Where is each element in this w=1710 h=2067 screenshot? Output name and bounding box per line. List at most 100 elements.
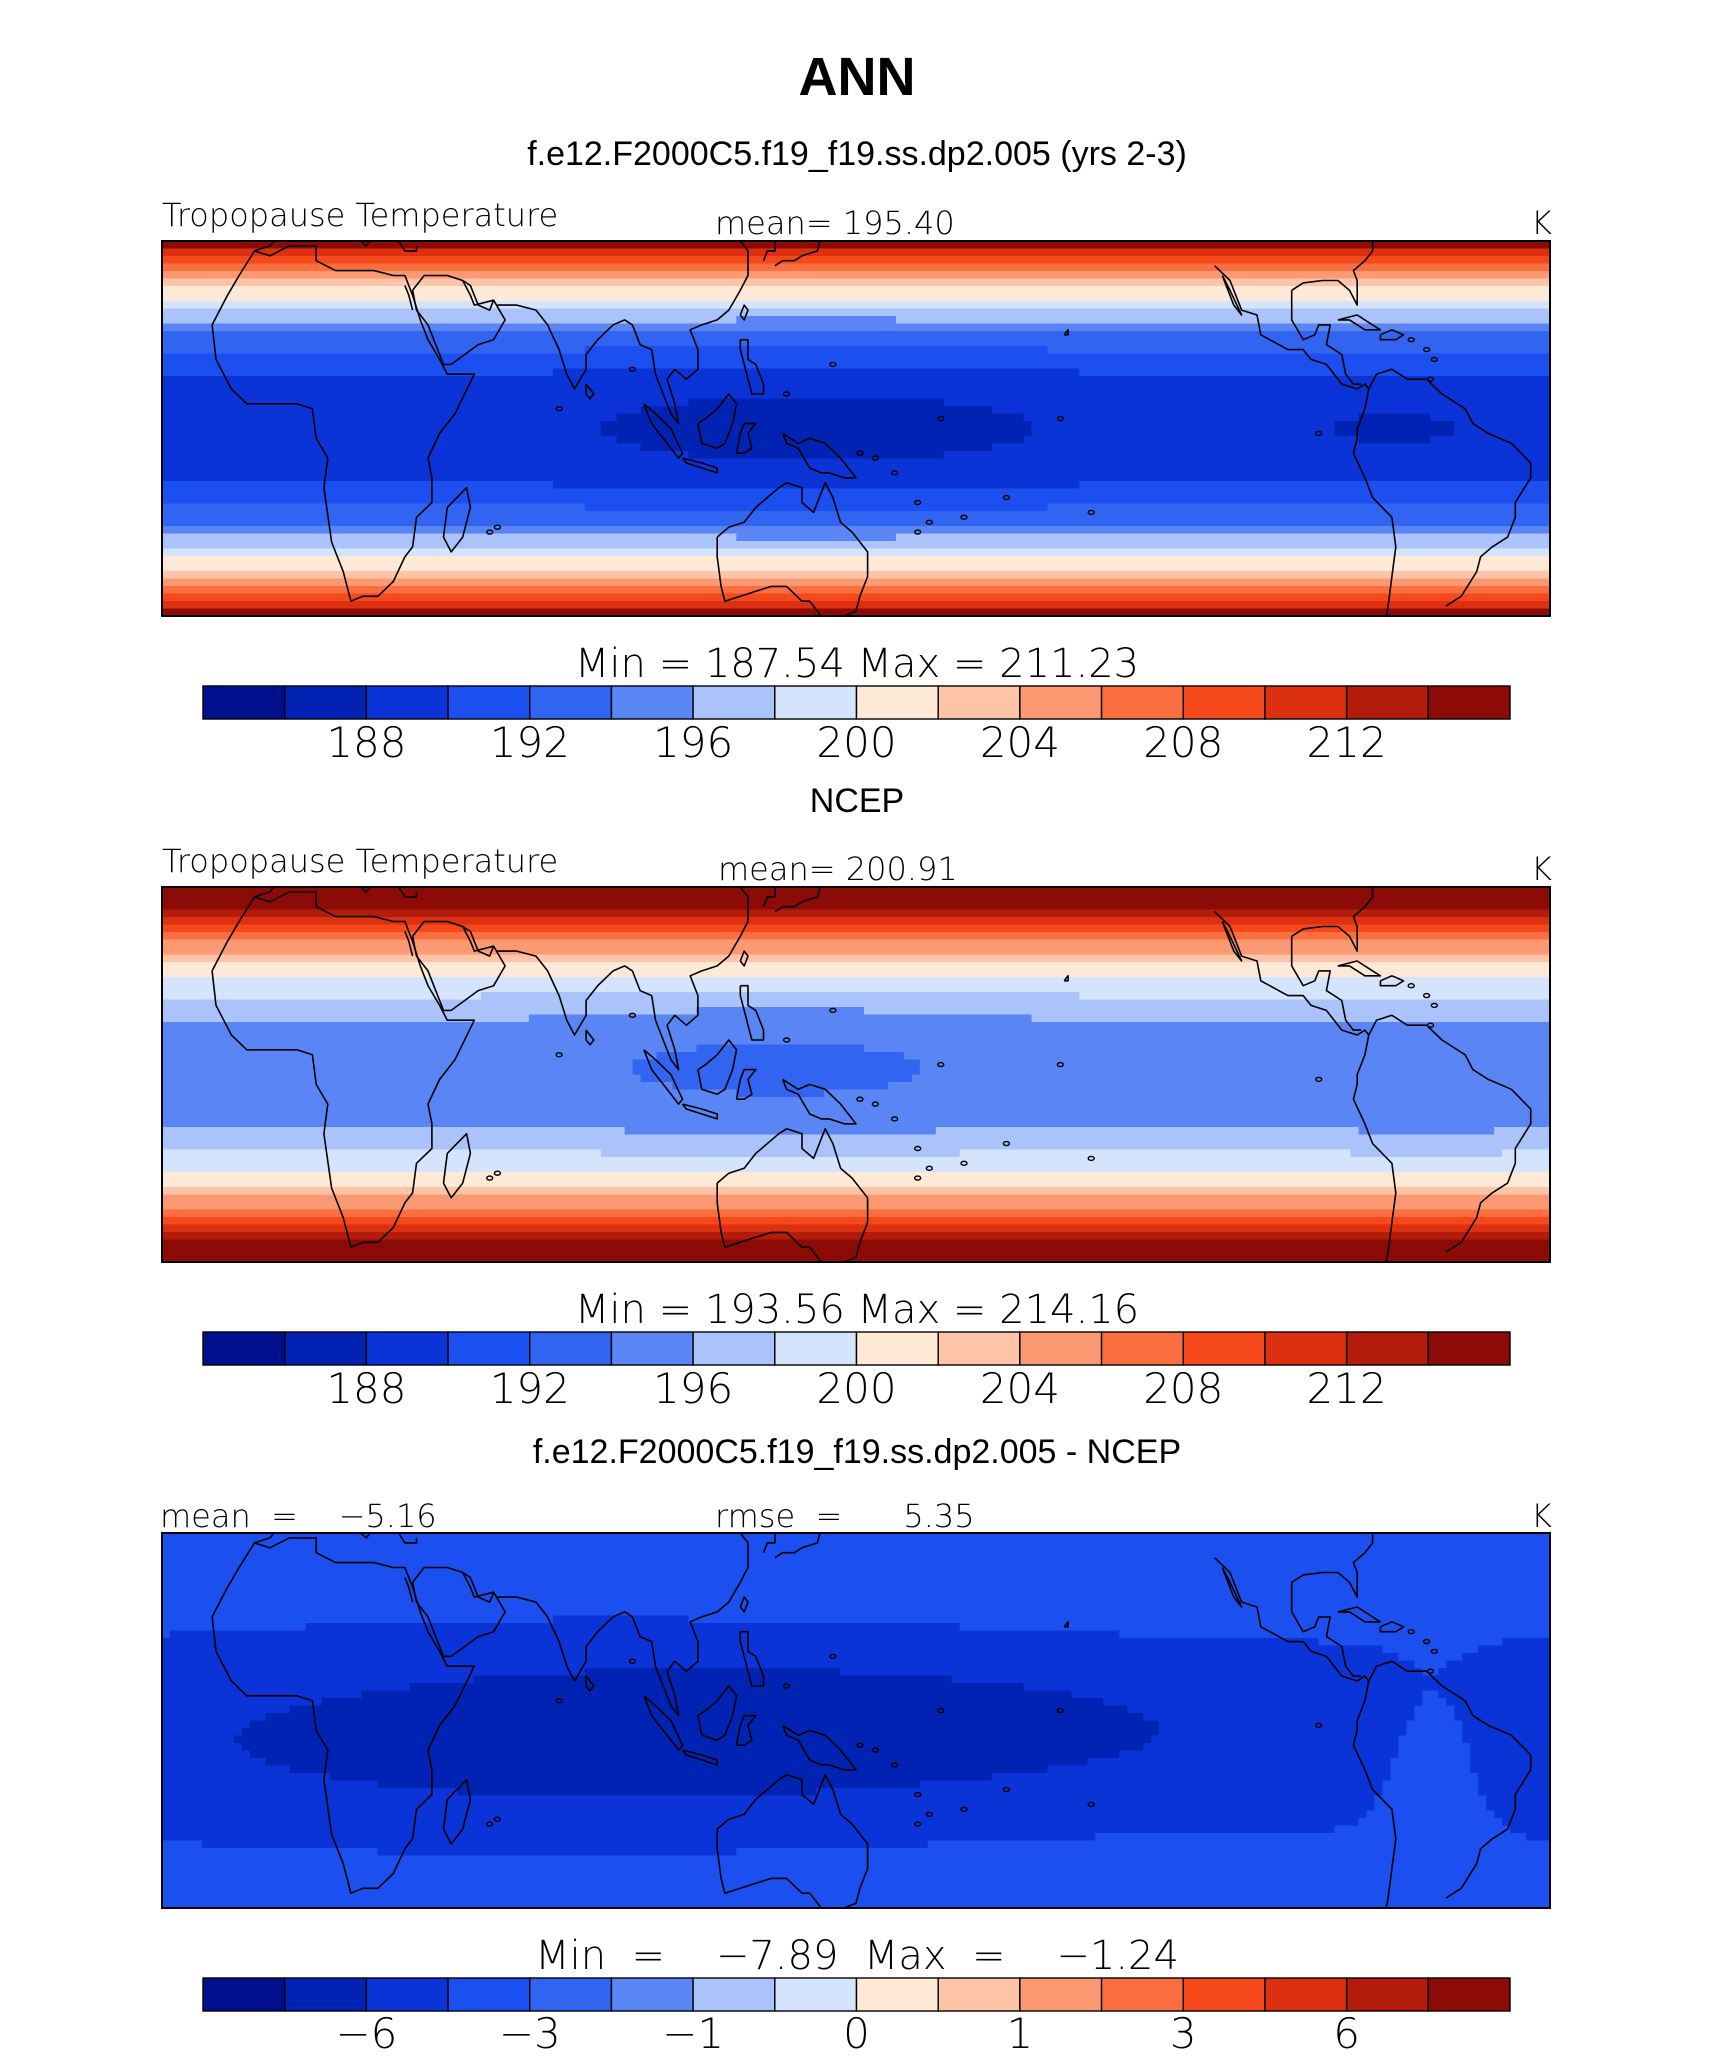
colorbar-tick-label: 0: [843, 2009, 870, 2058]
coastline: [462, 1571, 495, 1603]
field-cell: [162, 1585, 1550, 1594]
field-cell: [688, 1615, 1550, 1624]
coastline: [462, 279, 495, 311]
island: [871, 455, 879, 461]
coastline: [411, 920, 506, 1012]
coastline: [681, 1103, 718, 1120]
field-cell: [162, 1533, 1550, 1542]
island: [829, 1653, 837, 1660]
field-cell: [162, 286, 1550, 295]
field-cell: [600, 428, 1033, 437]
colorbar-box: [447, 1977, 531, 2012]
coastline: [497, 241, 749, 425]
coastline: [681, 1749, 718, 1766]
coastline: [762, 1533, 776, 1553]
field-cell: [1382, 1788, 1479, 1797]
colorbar-box: [937, 685, 1021, 720]
colorbar-box: [1100, 1977, 1184, 2012]
island: [486, 1175, 494, 1181]
colorbar-box: [1019, 685, 1103, 720]
island: [486, 529, 494, 535]
island: [1430, 1648, 1439, 1655]
field-cell: [1414, 1705, 1455, 1714]
field-cell: [1318, 1638, 1503, 1647]
colorbar-tick-label: 204: [980, 1364, 1060, 1413]
colorbar-tick-label: 6: [1333, 2009, 1360, 2058]
field-cell: [162, 1773, 331, 1782]
field-cell: [632, 1059, 921, 1068]
field-cell: [1119, 1750, 1400, 1759]
coastline: [643, 1695, 684, 1751]
field-cell: [162, 1780, 378, 1789]
coastline: [1337, 1606, 1382, 1623]
field-cell: [162, 293, 1550, 302]
island: [1426, 1022, 1435, 1028]
field-cell: [1406, 1720, 1463, 1729]
field-cell: [162, 1728, 243, 1737]
field-cell: [162, 894, 1550, 903]
field-cell: [162, 1239, 1550, 1248]
panel-diff: f.e12.F2000C5.f19_f19.ss.dp2.005 - NCEP …: [160, 1433, 1552, 2058]
field-cell: [162, 1157, 1550, 1166]
field-cell: [162, 556, 1550, 565]
field-cell: [1350, 1149, 1503, 1158]
field-cell: [1486, 1795, 1550, 1804]
colorbar-box: [610, 1977, 694, 2012]
field-cell: [162, 481, 554, 490]
field-cell: [1470, 1758, 1550, 1767]
colorbar-box: [365, 685, 449, 720]
field-cell: [162, 1623, 307, 1632]
island: [555, 1052, 563, 1058]
island: [493, 1170, 502, 1176]
coastline: [774, 241, 821, 267]
field-label: Tropopause Temperature: [162, 842, 558, 880]
field-cell: [162, 458, 1550, 467]
field-cell: [1454, 421, 1550, 430]
colorbar-box: [1100, 685, 1184, 720]
island: [856, 1096, 864, 1102]
field-cell: [1103, 1698, 1423, 1707]
field-cell: [249, 1750, 1120, 1759]
field-cell: [289, 1765, 1049, 1774]
field-cell: [162, 1172, 1550, 1181]
field-cell: [959, 1149, 1352, 1158]
field-label: Tropopause Temperature: [162, 196, 558, 234]
units-label: K: [1531, 850, 1552, 888]
coastline: [404, 931, 414, 957]
mean-label: mean = −5.16: [160, 1497, 437, 1535]
field-cell: [911, 1074, 1550, 1083]
colorbar-box: [692, 685, 776, 720]
field-cell: [162, 1683, 410, 1692]
coastline: [762, 241, 776, 261]
panel-model: f.e12.F2000C5.f19_f19.ss.dp2.005 (yrs 2-…: [161, 135, 1552, 767]
colorbar-box: [1345, 1331, 1430, 1366]
colorbar-box: [692, 1331, 776, 1366]
field-cell: [895, 316, 1550, 325]
field-cell: [1478, 1788, 1550, 1797]
field-cell: [162, 1142, 1550, 1151]
field-cell: [162, 1127, 626, 1136]
colorbar-box: [1182, 1331, 1266, 1366]
colorbar-box: [447, 685, 531, 720]
field-cell: [951, 1675, 1550, 1684]
field-cell: [162, 383, 1550, 392]
field-cell: [162, 496, 1550, 505]
field-cell: [162, 601, 1550, 610]
field-cell: [1494, 1810, 1550, 1819]
field-cell: [162, 1254, 1550, 1262]
field-cell: [1031, 1014, 1550, 1023]
field-cell: [1390, 1765, 1471, 1774]
colorbar-box: [283, 1331, 368, 1366]
field-cell: [162, 1668, 586, 1677]
field-cell: [863, 1007, 1550, 1016]
field-cell: [640, 1074, 913, 1083]
field-cell: [162, 376, 1550, 385]
field-cell: [162, 1615, 554, 1624]
field-cell: [1023, 413, 1360, 422]
island: [782, 391, 791, 397]
field-cell: [162, 511, 1550, 520]
field-cell: [162, 1765, 291, 1774]
field-cell: [1478, 1780, 1550, 1789]
coastlines: [211, 887, 1532, 1262]
coastline: [735, 1714, 757, 1746]
